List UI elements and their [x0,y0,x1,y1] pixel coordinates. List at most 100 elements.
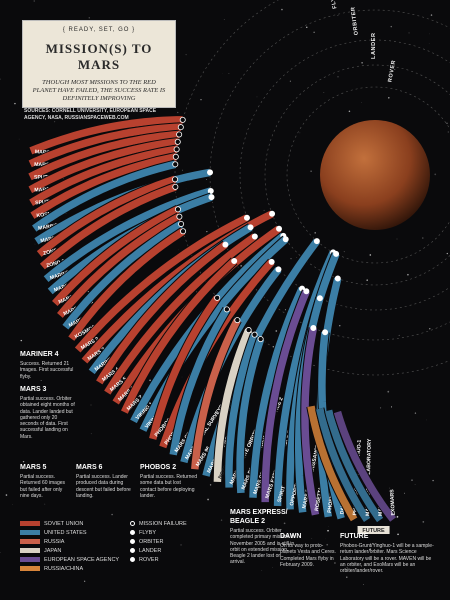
star [240,265,242,267]
outcome-marker [268,258,275,265]
star [314,232,316,234]
outcome-marker [178,220,185,227]
outcome-marker [208,194,215,201]
star [313,31,315,34]
star [334,562,336,564]
annotation-title: MARS 5 [20,464,47,471]
outcome-marker [222,241,229,248]
annotation-title: MARS 3 [20,386,47,393]
outcome-marker [223,306,230,313]
star [261,570,263,572]
outcome-marker [172,176,179,183]
outcome-marker [247,224,254,231]
star [411,479,413,481]
legend-symbol [130,521,135,527]
legend-label: RUSSIA/CHINA [44,566,84,572]
star [337,76,339,78]
legend-label: ORBITER [139,539,164,545]
legend-item: ORBITER [130,538,163,546]
star [12,504,14,505]
star [177,111,179,114]
star [369,254,372,256]
star [90,433,92,435]
legend-label: ROVER [139,557,159,563]
star [388,96,390,99]
mission-band [324,409,384,523]
mission-band [149,295,221,440]
legend-swatch [20,530,40,536]
legend-label: UNITED STATES [44,530,87,536]
star [283,522,286,525]
legend-item: EUROPEAN SPACE AGENCY [20,556,119,564]
mission-band [121,258,237,414]
star [263,209,265,211]
mission-band [301,327,320,516]
outcome-marker [207,187,214,194]
mission-band [52,205,180,307]
star [220,519,223,521]
outcome-marker [282,236,289,243]
outcome-marker [172,161,179,168]
annotation: MARS 3 Partial success. Orbiter obtained … [20,385,76,440]
legend-label: MISSION FAILURE [139,521,187,527]
legend-label: FLYBY [139,530,157,536]
star [54,121,56,123]
mission-band [28,130,180,181]
star [422,520,425,523]
mission-band [43,187,212,282]
outcome-marker [276,225,283,232]
outcome-marker [310,325,317,332]
star [310,170,312,172]
sources: SOURCES: CORNELL UNIVERSITY, EUROPEAN SP… [24,108,157,121]
legend-symbol [130,548,135,554]
star [18,138,20,140]
star [5,494,8,496]
star [387,390,390,393]
legend-item: RUSSIA/CHINA [20,565,83,573]
legend-item: FLYBY [130,529,156,537]
annotation-title: MARINER 4 [20,351,59,358]
annotation-text: Partial success. Orbiter completed prima… [230,528,295,566]
outcome-marker [334,275,341,282]
star [326,543,329,546]
star [290,258,292,260]
star [185,54,187,56]
outcome-marker [333,250,340,257]
outcome-ring [239,39,450,311]
mission-band [273,250,337,507]
legend-item: ROVER [130,556,159,564]
star [149,379,151,382]
star [447,131,449,133]
outcome-header: ROVER [387,60,397,83]
mission-band [169,307,231,456]
star [396,515,399,518]
star [379,407,382,409]
star [20,367,21,369]
mission-name: PHOENIX [327,489,336,513]
mission-band [39,183,177,270]
outcome-marker [174,206,181,213]
star [428,43,430,44]
group-label-box [357,525,390,534]
star [366,279,368,281]
group-label: FUTURE [362,528,385,534]
annotation-title: MARS 6 [76,464,103,471]
outcome-marker [231,258,238,265]
outcome-marker [172,183,179,190]
mission-band [333,410,397,522]
star [348,110,351,113]
annotation-title: MARS EXPRESS/ BEAGLE 2 [230,509,288,525]
outcome-marker [179,116,186,123]
star [289,80,291,82]
annotation-title: PHOBOS 2 [140,464,177,471]
mission-band [261,289,310,503]
annotation-text: On its way to proto-planets Vesta and Ce… [280,543,336,568]
annotation-title: FUTURE [340,533,369,540]
star [299,132,301,134]
star [327,529,329,532]
annotation: PHOBOS 2 Partial success. Returned some d… [140,463,198,499]
outcome-ring [286,86,450,264]
legend-label: SOVIET UNION [44,521,84,527]
